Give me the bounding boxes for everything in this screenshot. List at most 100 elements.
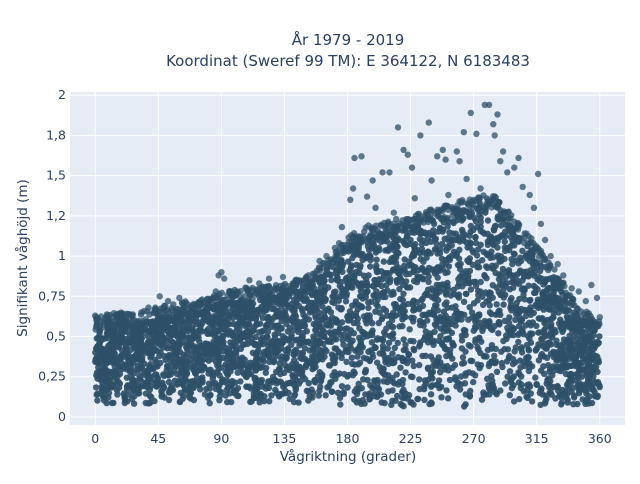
- data-point: [260, 358, 267, 365]
- data-point: [389, 387, 396, 394]
- data-point: [177, 373, 184, 380]
- data-point: [160, 334, 167, 342]
- data-point: [344, 258, 352, 265]
- data-point: [417, 228, 425, 236]
- data-point: [510, 325, 517, 332]
- data-point: [331, 244, 339, 252]
- data-point: [487, 325, 495, 333]
- data-point: [139, 353, 146, 360]
- data-point: [532, 284, 539, 291]
- data-point: [446, 376, 454, 384]
- data-point: [491, 132, 498, 139]
- data-point: [216, 387, 223, 394]
- data-point: [189, 378, 197, 385]
- data-point: [316, 257, 323, 265]
- data-point: [108, 354, 115, 361]
- data-point: [241, 341, 248, 348]
- data-point: [474, 343, 481, 351]
- data-point: [555, 283, 562, 290]
- data-point: [528, 363, 536, 370]
- data-point: [578, 322, 585, 329]
- data-point: [449, 212, 456, 219]
- data-point: [445, 191, 452, 199]
- data-point: [328, 318, 335, 325]
- data-point: [117, 314, 124, 321]
- data-point: [526, 191, 533, 199]
- data-point: [584, 335, 591, 343]
- data-point: [507, 297, 514, 304]
- data-point: [575, 332, 582, 339]
- data-point: [101, 335, 108, 342]
- data-point: [351, 154, 358, 162]
- data-point: [163, 367, 170, 374]
- data-point: [387, 275, 394, 283]
- data-point: [371, 225, 379, 232]
- data-point: [152, 335, 159, 342]
- data-point: [305, 388, 312, 395]
- data-point: [400, 290, 407, 297]
- data-point: [578, 359, 585, 367]
- data-point: [328, 388, 336, 395]
- data-point: [578, 327, 586, 335]
- data-point: [412, 241, 419, 248]
- data-point: [550, 289, 557, 296]
- data-point: [433, 291, 440, 298]
- data-point: [525, 282, 532, 289]
- data-point: [365, 304, 372, 311]
- y-tick-label: 0,25: [38, 369, 66, 384]
- data-point: [507, 243, 514, 250]
- data-point: [367, 263, 374, 270]
- data-point: [350, 368, 357, 375]
- y-tick-label: 1,8: [46, 127, 66, 142]
- data-point: [594, 368, 601, 375]
- data-point: [298, 371, 305, 378]
- data-point: [541, 330, 548, 338]
- data-point: [509, 375, 516, 382]
- data-point: [363, 315, 371, 322]
- data-point: [579, 396, 586, 403]
- data-point: [402, 369, 409, 376]
- data-point: [545, 284, 552, 292]
- data-point: [543, 354, 551, 361]
- data-point: [497, 387, 504, 394]
- data-point: [382, 247, 389, 254]
- data-point: [212, 288, 219, 295]
- data-point: [488, 310, 495, 318]
- data-point: [474, 361, 481, 368]
- data-point: [562, 370, 570, 378]
- data-point: [352, 298, 360, 305]
- data-point: [510, 398, 518, 405]
- data-point: [437, 325, 444, 332]
- data-point: [153, 380, 161, 387]
- data-point: [344, 384, 351, 391]
- data-point: [357, 262, 364, 269]
- data-point: [316, 354, 324, 361]
- data-point: [334, 319, 341, 326]
- data-point: [130, 315, 137, 323]
- data-point: [210, 338, 217, 345]
- data-point: [235, 307, 242, 314]
- data-point: [374, 335, 381, 342]
- data-point: [189, 328, 196, 335]
- data-point: [259, 334, 266, 341]
- data-point: [206, 400, 213, 407]
- data-point: [557, 316, 564, 323]
- data-point: [435, 209, 442, 216]
- data-point: [157, 324, 165, 332]
- data-point: [410, 229, 418, 236]
- data-point: [108, 383, 115, 390]
- data-point: [402, 346, 409, 353]
- data-point: [561, 282, 568, 290]
- data-point: [354, 347, 361, 354]
- data-point: [417, 215, 425, 223]
- data-point: [264, 333, 271, 341]
- y-tick-label: 1,2: [46, 208, 66, 223]
- data-point: [152, 356, 159, 364]
- data-point: [317, 293, 325, 300]
- data-point: [450, 290, 458, 298]
- data-point: [480, 391, 487, 398]
- data-point: [280, 285, 287, 293]
- data-point: [460, 207, 467, 214]
- data-point: [194, 360, 201, 367]
- data-point: [429, 231, 436, 238]
